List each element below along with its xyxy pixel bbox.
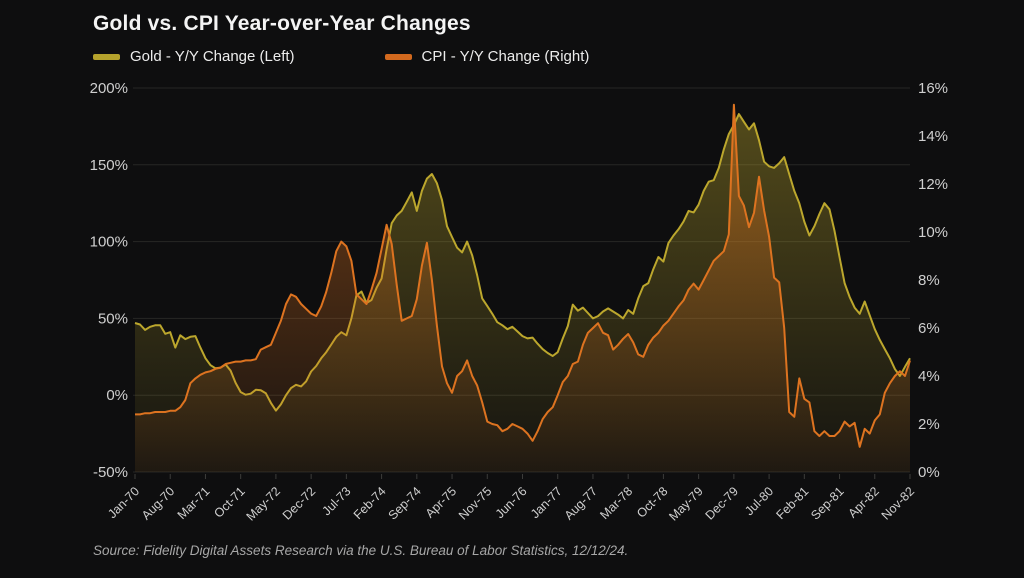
x-axis-tick-label: May-79	[666, 484, 705, 523]
x-axis-tick-label: Mar-78	[597, 484, 635, 522]
x-axis-tick-label: Dec-79	[703, 484, 741, 522]
left-axis-labels: 200% 150% 100% 50% 0% -50%	[90, 80, 128, 481]
x-axis-tick-label: Nov-82	[879, 484, 917, 522]
right-axis-tick-label: 14%	[918, 128, 948, 145]
cpi-series-line[interactable]	[135, 103, 911, 448]
x-axis-tick-label: Jan-70	[105, 484, 142, 521]
x-axis-tick-label: Jan-77	[528, 484, 565, 521]
x-axis-tick-label: Apr-75	[423, 484, 459, 520]
x-axis-tick-label: May-72	[244, 484, 283, 523]
x-axis-tick-label: Oct-71	[211, 484, 247, 520]
x-axis-tick-label: Aug-70	[139, 484, 177, 522]
legend-item-gold[interactable]: Gold - Y/Y Change (Left)	[93, 48, 295, 65]
gold-series-swatch	[93, 53, 120, 60]
x-axis-tick-label: Aug-77	[562, 484, 600, 522]
left-axis-tick-label: 0%	[106, 387, 128, 404]
right-axis-tick-label: 4%	[918, 368, 940, 385]
cpi-series-swatch	[384, 53, 412, 60]
x-axis-tick-label: Sep-74	[386, 484, 424, 522]
left-axis-tick-label: 100%	[90, 234, 128, 251]
left-axis-tick-label: 150%	[90, 157, 128, 174]
right-axis-tick-label: 0%	[918, 464, 940, 481]
x-axis-tick-label: Feb-81	[774, 484, 812, 522]
right-axis-tick-label: 16%	[918, 80, 948, 97]
legend-item-cpi[interactable]: CPI - Y/Y Change (Right)	[384, 48, 590, 65]
right-axis-tick-label: 10%	[918, 224, 948, 241]
page-title: Gold vs. CPI Year-over-Year Changes	[93, 12, 471, 35]
x-axis-tick-label: Oct-78	[634, 484, 670, 520]
x-axis-tick-label: Apr-82	[845, 484, 881, 520]
x-axis-tick-label: Feb-74	[351, 484, 389, 522]
x-axis-tick-label: Jun-76	[493, 484, 530, 521]
cpi-series-area	[135, 104, 910, 473]
x-axis-tick-label: Jul-73	[320, 484, 354, 518]
right-axis-tick-label: 8%	[918, 272, 940, 289]
x-axis-tick-label: Mar-71	[175, 484, 213, 522]
chart-legend: Gold - Y/Y Change (Left) CPI - Y/Y Chang…	[93, 48, 589, 65]
left-axis-tick-label: -50%	[93, 464, 128, 481]
source-note: Source: Fidelity Digital Assets Research…	[93, 543, 629, 558]
left-axis-tick-label: 50%	[98, 310, 128, 327]
x-axis-tick-label: Sep-81	[808, 484, 846, 522]
gold-series-label: Gold - Y/Y Change (Left)	[130, 48, 295, 65]
x-axis-tick-label: Nov-75	[456, 484, 494, 522]
x-axis-tick-label: Jul-80	[742, 484, 776, 518]
left-axis-tick-label: 200%	[90, 80, 128, 97]
right-axis-tick-label: 6%	[918, 320, 940, 337]
right-axis-tick-label: 12%	[918, 176, 948, 193]
cpi-series-label: CPI - Y/Y Change (Right)	[421, 48, 590, 65]
x-axis-tick-label: Dec-72	[280, 484, 318, 522]
right-axis-tick-label: 2%	[918, 416, 940, 433]
right-axis-labels: 16% 14% 12% 10% 8% 6% 4% 2% 0%	[918, 80, 948, 481]
